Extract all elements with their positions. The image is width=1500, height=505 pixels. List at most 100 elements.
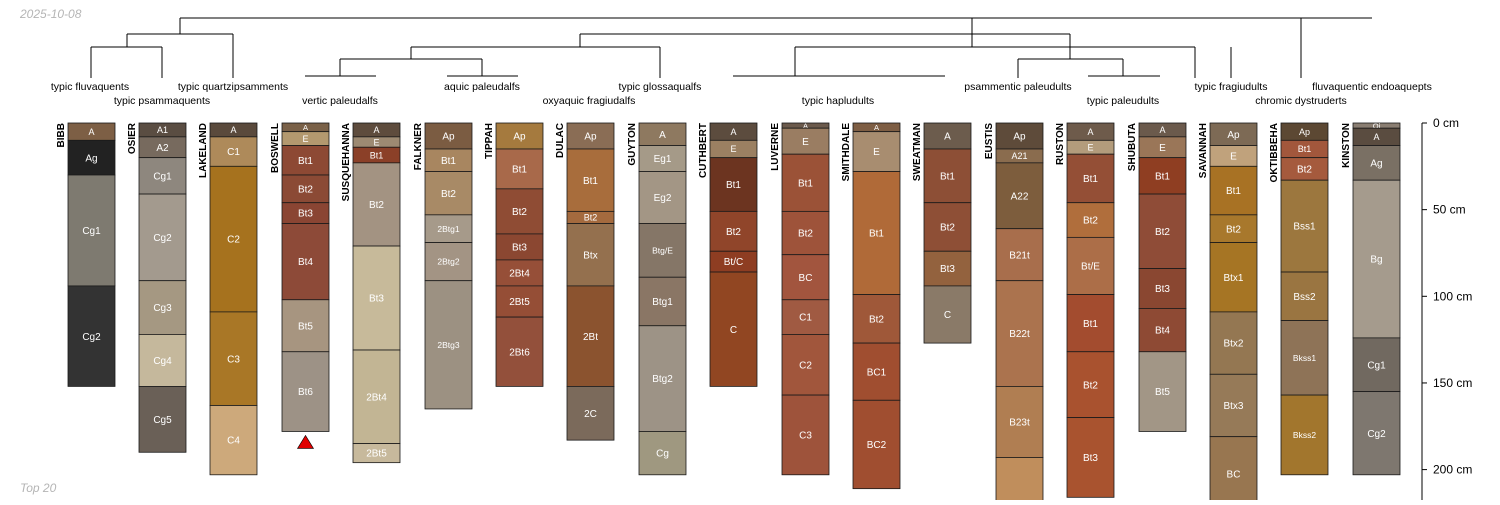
horizon-label-shubuta-2: Bt1	[1155, 171, 1170, 182]
profile-osier: OSIER A1 A2 Cg1 Cg2 Cg3 Cg4 Cg5	[127, 122, 187, 453]
horizon-label-susquehanna-3: Bt2	[369, 200, 384, 211]
horizon-bibb-3	[67, 285, 116, 387]
horizon-label-oktibbeha-5: Bkss1	[1293, 353, 1316, 363]
horizon-sweatman-1	[923, 148, 972, 204]
taxon-label-typic-quartzipsamments: typic quartzipsamments	[178, 81, 288, 93]
profile-name-dulac: DULAC	[555, 123, 566, 158]
horizon-dulac-4	[566, 285, 615, 387]
horizon-label-savannah-4: Btx1	[1223, 273, 1243, 284]
horizon-label-eustis-2: A22	[1011, 191, 1029, 202]
profile-name-susquehanna: SUSQUEHANNA	[341, 123, 352, 201]
horizon-label-osier-5: Cg4	[153, 356, 172, 367]
horizon-label-shubuta-3: Bt2	[1155, 227, 1170, 238]
horizon-label-luverne-6: C2	[799, 360, 812, 371]
profile-smithdale: SMITHDALE A E Bt1 Bt2 BC1 BC2	[841, 122, 901, 490]
horizon-label-ruston-6: Bt2	[1083, 380, 1098, 391]
profile-savannah: SAVANNAH Ap E Bt1 Bt2 Btx1 Btx2 Btx3 BC	[1198, 122, 1258, 505]
horizon-savannah-7	[1209, 436, 1258, 505]
taxon-label-typic-paleudults: typic paleudults	[1087, 95, 1159, 107]
horizon-label-falkner-1: Bt1	[441, 156, 456, 167]
horizon-cuthbert-2	[709, 157, 758, 212]
horizon-eustis-3	[995, 228, 1044, 282]
horizon-label-osier-2: Cg1	[153, 171, 172, 182]
horizon-label-guyton-6: Cg	[656, 449, 669, 460]
horizon-label-ruston-3: Bt2	[1083, 216, 1098, 227]
horizon-label-dulac-5: 2C	[584, 409, 597, 420]
horizon-label-savannah-6: Btx3	[1223, 401, 1243, 412]
horizon-label-shubuta-4: Bt3	[1155, 284, 1170, 295]
horizon-label-lakeland-2: C2	[227, 235, 240, 246]
profile-name-cuthbert: CUTHBERT	[698, 123, 709, 178]
horizon-smithdale-5	[852, 399, 901, 490]
depth-tick-label-50: 50 cm	[1433, 203, 1466, 217]
horizon-label-guyton-2: Eg2	[654, 193, 672, 204]
profile-name-ruston: RUSTON	[1055, 123, 1066, 165]
horizon-luverne-3	[781, 210, 830, 256]
horizon-label-boswell-6: Bt5	[298, 321, 313, 332]
horizon-label-ruston-0: A	[1087, 127, 1093, 137]
horizon-oktibbeha-3	[1280, 179, 1329, 273]
profile-tippah: TIPPAH Ap Bt1 Bt2 Bt3 2Bt4 2Bt5 2Bt6	[484, 122, 544, 387]
horizon-osier-3	[138, 193, 187, 282]
horizon-osier-4	[138, 280, 187, 335]
horizon-boswell-5	[281, 223, 330, 301]
profile-name-shubuta: SHUBUTA	[1127, 123, 1138, 171]
horizon-tippah-6	[495, 316, 544, 387]
horizon-label-dulac-3: Btx	[583, 250, 597, 261]
horizon-label-oktibbeha-3: Bss1	[1293, 222, 1316, 233]
horizon-label-oktibbeha-0: Ap	[1299, 127, 1310, 137]
horizon-luverne-2	[781, 153, 830, 212]
horizon-ruston-4	[1066, 236, 1115, 295]
horizon-label-dulac-2: Bt2	[584, 213, 598, 223]
horizon-label-susquehanna-6: 2Bt5	[366, 449, 387, 460]
taxonomy-labels: typic fluvaquents typic psammaquents typic…	[51, 81, 1432, 107]
horizon-label-smithdale-0: A	[874, 123, 879, 132]
horizon-shubuta-3	[1138, 193, 1187, 269]
horizon-ruston-7	[1066, 417, 1115, 498]
profile-ruston: RUSTON AE Bt1 Bt2 Bt/E Bt1 Bt2 Bt3	[1055, 122, 1115, 498]
horizon-label-falkner-5: 2Btg3	[437, 340, 459, 350]
horizon-label-kinston-1: A	[1373, 132, 1379, 142]
horizon-boswell-2	[281, 145, 330, 176]
profile-name-tippah: TIPPAH	[484, 123, 495, 159]
horizon-label-tippah-4: 2Bt4	[509, 269, 530, 280]
horizon-label-bibb-3: Cg2	[82, 332, 101, 343]
profile-name-luverne: LUVERNE	[770, 123, 781, 171]
horizon-label-guyton-0: A	[659, 130, 666, 141]
horizon-label-smithdale-4: BC1	[867, 367, 887, 378]
horizon-label-oktibbeha-1: Bt1	[1298, 144, 1312, 154]
horizon-ruston-3	[1066, 202, 1115, 238]
horizon-label-luverne-0: A	[803, 121, 808, 130]
depth-axis: 0 cm 50 cm 100 cm 150 cm 200 cm	[1421, 116, 1472, 505]
horizon-label-oktibbeha-6: Bkss2	[1293, 430, 1316, 440]
dendrogram	[90, 17, 1372, 78]
horizon-label-osier-6: Cg5	[153, 415, 172, 426]
profile-luverne: LUVERNE AE Bt1 Bt2 BC C1 C2 C3	[770, 121, 830, 476]
horizon-label-luverne-5: C1	[799, 313, 812, 324]
horizon-label-susquehanna-4: Bt3	[369, 294, 384, 305]
horizon-boswell-6	[281, 299, 330, 353]
horizon-label-cuthbert-1: E	[730, 144, 736, 154]
horizon-label-osier-0: A1	[157, 125, 168, 135]
horizon-label-dulac-4: 2Bt	[583, 332, 598, 343]
horizon-label-sweatman-4: C	[944, 310, 951, 321]
horizon-label-savannah-1: E	[1230, 152, 1237, 163]
horizon-label-cuthbert-3: Bt2	[726, 227, 741, 238]
horizon-osier-5	[138, 334, 187, 387]
horizon-label-osier-4: Cg3	[153, 303, 172, 314]
horizon-label-boswell-0: A	[303, 123, 308, 132]
horizon-label-eustis-5: B23t	[1009, 418, 1030, 429]
horizon-label-tippah-1: Bt1	[512, 165, 527, 176]
horizon-label-falkner-2: Bt2	[441, 189, 456, 200]
horizon-kinston-3	[1352, 179, 1401, 339]
horizon-label-cuthbert-0: A	[730, 127, 736, 137]
horizon-falkner-0	[424, 122, 473, 150]
profile-name-guyton: GUYTON	[627, 123, 638, 166]
horizon-shubuta-2	[1138, 157, 1187, 195]
horizon-label-falkner-4: 2Btg2	[437, 257, 459, 267]
horizon-label-bibb-1: Ag	[85, 153, 97, 164]
taxon-label-typic-fragiudults: typic fragiudults	[1195, 81, 1268, 93]
horizon-oktibbeha-6	[1280, 394, 1329, 476]
taxon-label-oxyaquic-fragiudalfs: oxyaquic fragiudalfs	[543, 95, 636, 107]
